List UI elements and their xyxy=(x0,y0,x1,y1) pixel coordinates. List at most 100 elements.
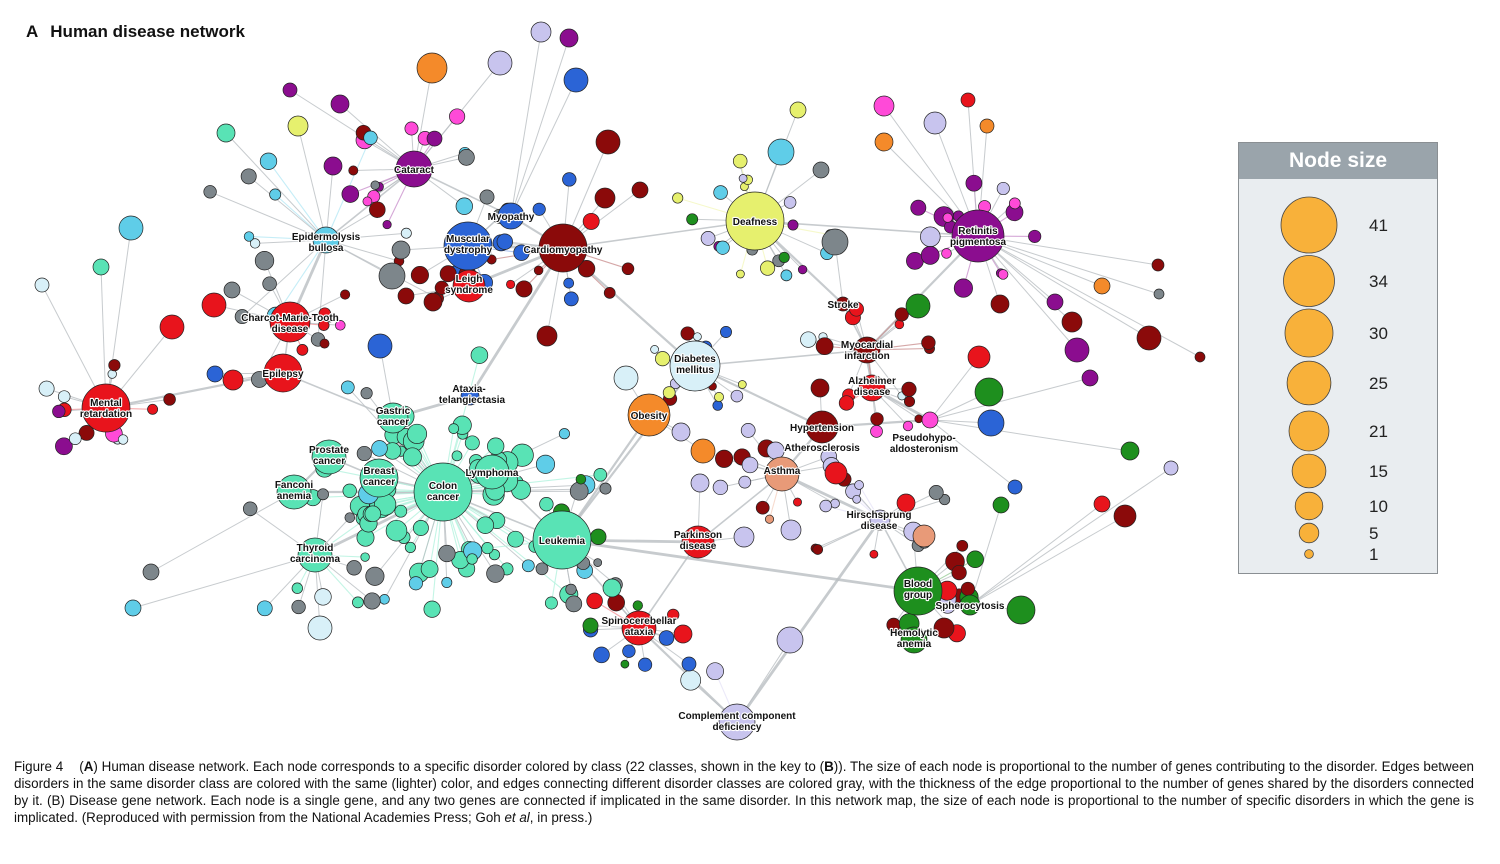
satellite-node xyxy=(363,130,378,145)
edge-extra xyxy=(929,419,1131,452)
label-mental-1: Mental xyxy=(90,398,122,409)
disorder-node xyxy=(201,292,227,318)
satellite-node xyxy=(569,481,589,501)
satellite-node xyxy=(360,387,373,400)
legend-circle-5 xyxy=(1298,522,1320,544)
satellite-node xyxy=(582,212,600,230)
label-breast-2: cancer xyxy=(363,477,395,488)
satellite-node xyxy=(686,213,699,226)
satellite-node xyxy=(819,499,832,513)
satellite-node xyxy=(903,395,916,408)
satellite-node xyxy=(496,233,513,250)
disorder-node xyxy=(933,617,955,639)
disorder-node xyxy=(222,369,244,391)
disorder-node xyxy=(1120,441,1140,461)
figure-label: Figure 4 xyxy=(14,759,64,774)
satellite-node xyxy=(906,252,924,270)
disorder-node xyxy=(159,314,185,340)
label-pseudohypo-2: aldosteronism xyxy=(890,444,958,455)
disorder-node-epidermolysis xyxy=(312,226,340,254)
disorder-node-fanconi xyxy=(276,474,312,510)
satellite-node xyxy=(680,669,702,691)
satellite-node xyxy=(69,432,82,445)
satellite-node xyxy=(715,449,734,468)
satellite-node xyxy=(382,220,392,230)
satellite-node xyxy=(593,468,608,482)
label-mi-1: Myocardial xyxy=(841,340,893,351)
disorder-node xyxy=(595,129,621,155)
disorder-node xyxy=(690,438,716,464)
satellite-node xyxy=(680,326,695,341)
panel-letter: A xyxy=(26,22,39,41)
satellite-node xyxy=(163,393,176,406)
satellite-node xyxy=(712,479,729,496)
edge-epidermolysis-sat xyxy=(268,160,327,241)
disorder-node-thyroid xyxy=(297,537,333,573)
disorder-node xyxy=(733,526,755,548)
satellite-node xyxy=(344,512,356,523)
edge-extra xyxy=(977,235,1201,358)
satellite-node xyxy=(793,497,802,507)
satellite-node xyxy=(371,440,388,457)
label-epilepsy: Epilepsy xyxy=(262,369,304,380)
label-stroke: Stroke xyxy=(827,300,859,311)
disorder-node-retinitis xyxy=(951,209,1005,263)
label-parkinson-1: Parkinson xyxy=(674,530,722,541)
satellite-node xyxy=(713,185,728,200)
satellite-node xyxy=(720,326,732,338)
label-diabetes-1: Diabetes xyxy=(674,354,716,365)
satellite-node xyxy=(565,595,583,613)
legend-value-15: 15 xyxy=(1369,462,1388,481)
satellite-node xyxy=(737,380,747,389)
legend-value-5: 5 xyxy=(1369,524,1378,543)
disorder-node-hemolytic xyxy=(900,626,928,654)
legend-title: Node size xyxy=(1239,143,1437,179)
edge-extra xyxy=(977,235,1160,295)
edge-parkinson-spinocerebellar xyxy=(638,541,699,629)
satellite-node xyxy=(894,307,909,322)
disorder-node xyxy=(1061,311,1083,333)
disorder-node xyxy=(767,138,795,166)
label-gastric-1: Gastric xyxy=(376,406,411,417)
label-colon-1: Colon xyxy=(429,481,457,492)
satellite-node xyxy=(434,280,449,295)
edge-epidermolysis-sat xyxy=(325,232,407,241)
legend-value-21: 21 xyxy=(1369,422,1388,441)
disorder-node-gastric xyxy=(377,402,409,434)
disorder-node xyxy=(1064,337,1090,363)
satellite-node xyxy=(296,344,309,356)
disorder-node xyxy=(530,21,552,43)
satellite-node xyxy=(318,307,332,320)
edge-extra xyxy=(105,227,132,409)
satellite-node xyxy=(593,558,603,567)
satellite-node xyxy=(870,425,883,438)
satellite-node xyxy=(117,434,129,445)
label-prostate-2: cancer xyxy=(313,456,345,467)
satellite-node xyxy=(951,564,967,581)
satellite-node xyxy=(533,265,544,276)
satellite-node xyxy=(603,287,616,299)
satellite-node xyxy=(369,201,386,218)
disorder-node xyxy=(613,365,639,391)
satellite-node xyxy=(352,596,364,609)
satellite-node xyxy=(1028,229,1042,243)
satellite-node xyxy=(470,346,489,364)
satellite-node xyxy=(712,400,723,411)
edge-extra xyxy=(929,377,1091,421)
satellite-node xyxy=(455,197,473,215)
label-layer: Cataract Epidermolysis bullosa Myopathy … xyxy=(79,164,1008,734)
disorder-node-colon xyxy=(413,462,473,522)
disorder-node-spherocytosis xyxy=(959,594,981,616)
edge-leukemia-bloodgroup xyxy=(561,538,919,593)
satellite-node xyxy=(256,600,273,617)
satellite-node xyxy=(575,473,587,485)
edge-diabetes-mi xyxy=(694,349,868,367)
disorder-node xyxy=(330,94,350,114)
satellite-node xyxy=(507,530,524,548)
satellite-node xyxy=(78,425,95,441)
satellite-node xyxy=(439,265,457,283)
label-alzheimer-1: Alzheimer xyxy=(848,376,896,387)
edge-extra xyxy=(132,554,316,609)
disorder-node xyxy=(391,240,411,260)
label-myopathy: Myopathy xyxy=(488,212,535,223)
